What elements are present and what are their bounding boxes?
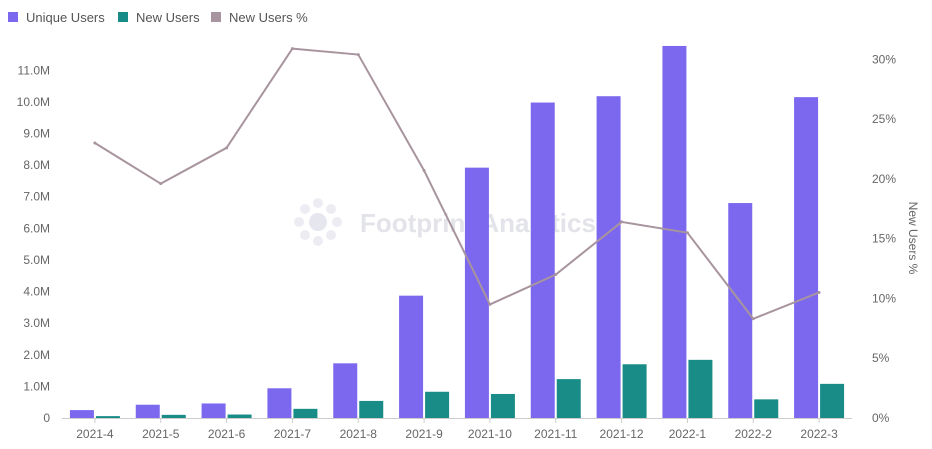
bar-new-users [820,383,845,418]
y-left-tick-label: 11.0M [18,63,50,77]
bar-new-users [95,416,120,418]
x-tick-label: 2022-1 [669,427,707,441]
point-new-users-pct [225,146,229,150]
x-tick-label: 2021-5 [142,427,180,441]
point-new-users-pct [554,273,558,277]
bar-unique-users [201,403,226,418]
y-right-tick-label: 30% [872,52,896,66]
point-new-users-pct [93,141,97,145]
x-tick-label: 2022-2 [735,427,773,441]
point-new-users-pct [488,302,492,306]
legend-item-new-users[interactable]: New Users [118,10,200,25]
bar-new-users [490,393,515,418]
point-new-users-pct [817,290,821,294]
legend-label-new-users-pct: New Users % [229,10,308,25]
y-left-tick-label: 0 [43,411,50,425]
y-right-tick-label: 0% [872,411,890,425]
point-new-users-pct [356,53,360,57]
plot-area: 0 1.0M 2.0M 3.0M 4.0M 5.0M 6.0M 7.0M 8.0M 9.0M 10.… [17,45,896,441]
y-left-tick-label: 9.0M [23,127,50,141]
y-left-tick-label: 1.0M [23,379,50,393]
bar-new-users [161,414,186,418]
legend: Unique Users New Users New Users % [8,10,308,25]
legend-item-unique-users[interactable]: Unique Users [8,10,105,25]
x-tick-label: 2021-10 [468,427,512,441]
y-right-tick-label: 5% [872,351,890,365]
bar-unique-users [530,102,555,418]
bar-unique-users [399,295,424,418]
point-new-users-pct [620,220,624,224]
y-left-tick-label: 7.0M [23,190,50,204]
x-tick-label: 2021-9 [405,427,443,441]
x-tick-label: 2021-8 [340,427,378,441]
bar-unique-users [333,363,358,418]
y-right-tick-label: 25% [872,112,896,126]
bar-new-users [754,399,779,418]
y-right-tick-label: 10% [872,291,896,305]
legend-label-new-users: New Users [136,10,200,25]
y-left-tick-label: 6.0M [23,221,50,235]
legend-swatch-unique-users [8,12,18,22]
bar-unique-users [728,203,753,418]
bar-new-users [227,414,252,418]
bar-new-users [359,400,384,418]
y-right-tick-label: 15% [872,232,896,246]
right-axis-title: New Users % [906,202,920,275]
y-right-tick-label: 20% [872,172,896,186]
x-tick-label: 2021-11 [534,427,577,441]
x-tick-label: 2022-3 [800,427,838,441]
y-left-tick-label: 8.0M [23,158,50,172]
y-left-tick-label: 2.0M [23,348,50,362]
bar-unique-users [267,388,292,418]
bar-new-users [293,408,318,418]
bar-unique-users [135,404,160,418]
point-new-users-pct [159,182,163,186]
bar-unique-users [69,410,94,418]
footprint-logo-icon [294,198,342,246]
legend-swatch-new-users [118,12,128,22]
x-tick-label: 2021-4 [76,427,114,441]
legend-label-unique-users: Unique Users [26,10,105,25]
bar-unique-users [794,97,819,419]
legend-item-new-users-pct[interactable]: New Users % [211,10,308,25]
x-tick-label: 2021-7 [274,427,312,441]
line-new-users-pct [94,47,820,320]
y-left-tick-label: 4.0M [23,285,50,299]
bar-new-users [556,379,581,418]
point-new-users-pct [751,317,755,321]
x-tick-label: 2021-6 [208,427,246,441]
legend-swatch-new-users-pct [211,12,221,22]
bar-new-users [425,391,450,418]
bar-new-users [622,364,647,418]
y-left-tick-label: 3.0M [23,316,50,330]
bar-unique-users [596,96,621,419]
bar-new-users [688,359,713,418]
y-left-tick-label: 5.0M [23,253,50,267]
point-new-users-pct [685,231,689,235]
point-new-users-pct [422,169,426,173]
x-tick-label: 2021-12 [600,427,644,441]
y-left-tick-label: 10.0M [17,95,50,109]
point-new-users-pct [290,47,294,51]
